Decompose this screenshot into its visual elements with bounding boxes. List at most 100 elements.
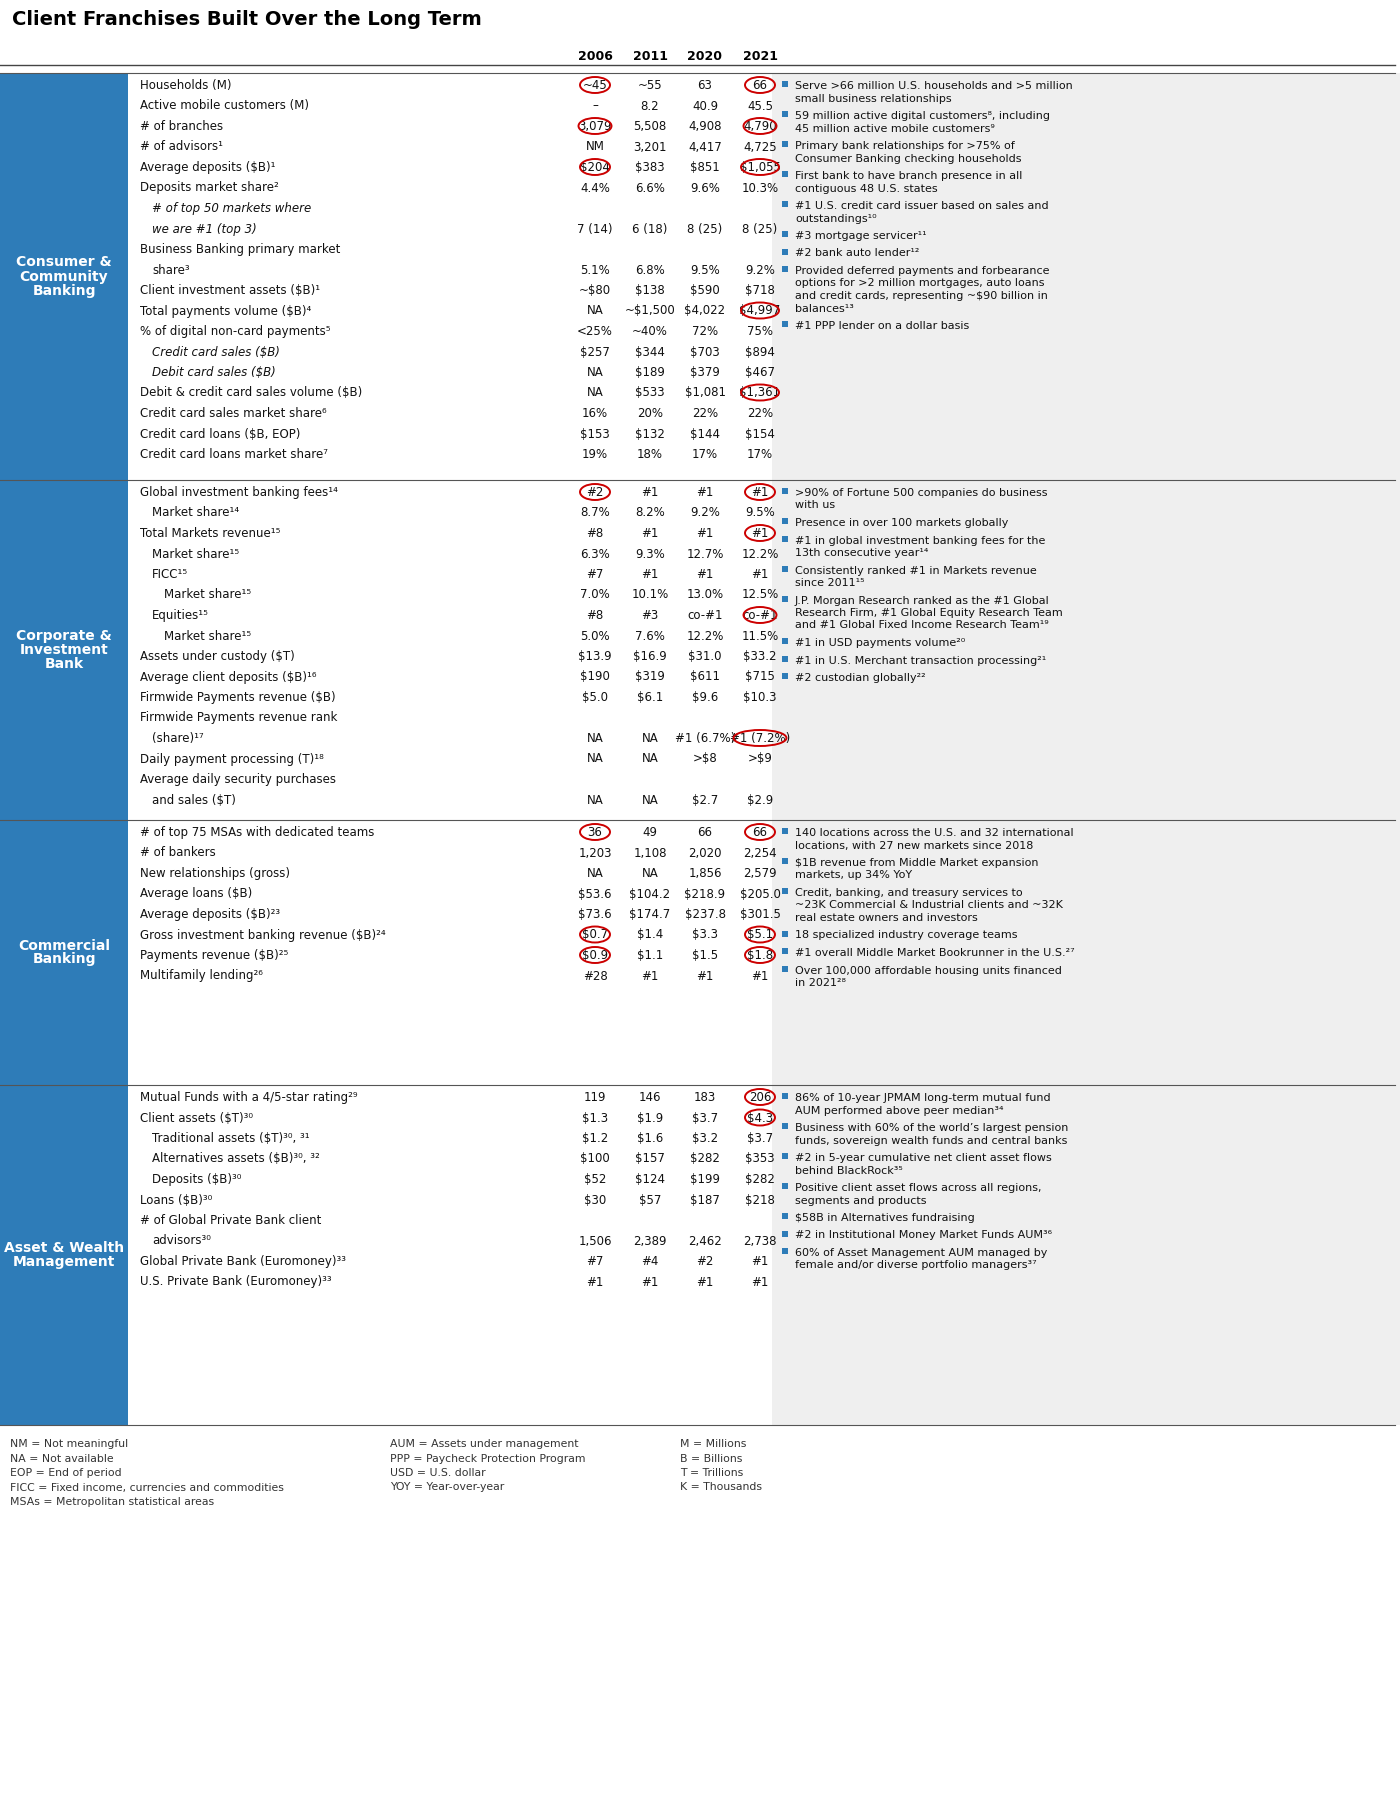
Bar — [783, 1230, 788, 1236]
Text: 2,579: 2,579 — [743, 866, 777, 881]
Text: #8: #8 — [587, 610, 603, 622]
Text: $319: $319 — [636, 670, 665, 684]
Bar — [783, 1249, 788, 1254]
Text: Assets under custody ($T): Assets under custody ($T) — [140, 650, 295, 662]
Text: 140 locations across the U.S. and 32 international: 140 locations across the U.S. and 32 int… — [795, 828, 1074, 837]
Text: 13.0%: 13.0% — [686, 588, 724, 601]
Text: NM: NM — [585, 140, 605, 153]
Text: $153: $153 — [580, 428, 610, 440]
Text: 18 specialized industry coverage teams: 18 specialized industry coverage teams — [795, 930, 1018, 941]
Text: ~55: ~55 — [637, 78, 662, 93]
Text: 5,508: 5,508 — [633, 120, 666, 133]
Text: Client assets ($T)³⁰: Client assets ($T)³⁰ — [140, 1112, 253, 1125]
Text: 11.5%: 11.5% — [742, 630, 778, 642]
Text: 8.7%: 8.7% — [580, 506, 610, 519]
Text: Total Markets revenue¹⁵: Total Markets revenue¹⁵ — [140, 528, 280, 541]
Text: $52: $52 — [584, 1174, 606, 1187]
Text: outstandings¹⁰: outstandings¹⁰ — [795, 213, 876, 224]
Text: Client Franchises Built Over the Long Term: Client Franchises Built Over the Long Te… — [13, 9, 482, 29]
Text: #1: #1 — [752, 970, 769, 983]
Text: $138: $138 — [636, 284, 665, 297]
Text: 3,079: 3,079 — [578, 120, 612, 133]
Text: $257: $257 — [580, 346, 610, 359]
Text: co-#1: co-#1 — [742, 610, 778, 622]
Text: >90% of Fortune 500 companies do business: >90% of Fortune 500 companies do busines… — [795, 488, 1047, 499]
Text: 17%: 17% — [748, 448, 773, 460]
Text: since 2011¹⁵: since 2011¹⁵ — [795, 579, 865, 588]
Text: Gross investment banking revenue ($B)²⁴: Gross investment banking revenue ($B)²⁴ — [140, 928, 385, 941]
Text: $383: $383 — [636, 160, 665, 175]
Text: Average daily security purchases: Average daily security purchases — [140, 774, 336, 786]
Text: Client investment assets ($B)¹: Client investment assets ($B)¹ — [140, 284, 321, 297]
Text: $190: $190 — [580, 670, 610, 684]
Text: $4.3: $4.3 — [748, 1112, 773, 1125]
Text: #1 overall Middle Market Bookrunner in the U.S.²⁷: #1 overall Middle Market Bookrunner in t… — [795, 948, 1075, 957]
Text: 40.9: 40.9 — [692, 100, 718, 113]
Text: $1.9: $1.9 — [637, 1112, 664, 1125]
Text: 119: 119 — [584, 1090, 606, 1105]
Text: Debit card sales ($B): Debit card sales ($B) — [153, 366, 276, 379]
Text: FICC = Fixed income, currencies and commodities: FICC = Fixed income, currencies and comm… — [10, 1483, 284, 1492]
Text: Payments revenue ($B)²⁵: Payments revenue ($B)²⁵ — [140, 948, 288, 963]
Text: $57: $57 — [638, 1194, 661, 1207]
Text: NA: NA — [641, 752, 658, 766]
Text: 8.2%: 8.2% — [636, 506, 665, 519]
Text: $1.3: $1.3 — [582, 1112, 608, 1125]
Text: $5.0: $5.0 — [582, 692, 608, 704]
Text: ~$1,500: ~$1,500 — [624, 304, 675, 317]
Text: M = Millions: M = Millions — [680, 1440, 746, 1449]
Text: Loans ($B)³⁰: Loans ($B)³⁰ — [140, 1194, 213, 1207]
Text: NA: NA — [587, 794, 603, 806]
Text: Average client deposits ($B)¹⁶: Average client deposits ($B)¹⁶ — [140, 670, 316, 684]
Text: 2,738: 2,738 — [743, 1234, 777, 1247]
Text: $851: $851 — [690, 160, 720, 175]
Text: NA: NA — [587, 386, 603, 400]
Text: 9.2%: 9.2% — [745, 264, 776, 277]
Text: 6.3%: 6.3% — [580, 548, 610, 561]
Text: #1: #1 — [752, 1256, 769, 1269]
Text: 10.1%: 10.1% — [631, 588, 669, 601]
Text: in 2021²⁸: in 2021²⁸ — [795, 977, 846, 988]
Text: 17%: 17% — [692, 448, 718, 460]
Text: # of top 50 markets where: # of top 50 markets where — [153, 202, 311, 215]
Text: Credit, banking, and treasury services to: Credit, banking, and treasury services t… — [795, 888, 1022, 897]
Text: 2,462: 2,462 — [689, 1234, 722, 1247]
Text: $13.9: $13.9 — [578, 650, 612, 662]
Text: #1: #1 — [587, 1276, 603, 1289]
Text: $73.6: $73.6 — [578, 908, 612, 921]
Text: 8.2: 8.2 — [641, 100, 659, 113]
Text: 5.0%: 5.0% — [580, 630, 610, 642]
Text: Average deposits ($B)¹: Average deposits ($B)¹ — [140, 160, 276, 175]
Text: $189: $189 — [636, 366, 665, 379]
Text: K = Thousands: K = Thousands — [680, 1483, 762, 1492]
Text: Firmwide Payments revenue ($B): Firmwide Payments revenue ($B) — [140, 692, 336, 704]
Text: New relationships (gross): New relationships (gross) — [140, 866, 290, 881]
Text: NA: NA — [587, 752, 603, 766]
Text: NA: NA — [587, 366, 603, 379]
Text: $174.7: $174.7 — [630, 908, 671, 921]
Bar — [783, 673, 788, 679]
Bar — [783, 140, 788, 147]
Text: 7.6%: 7.6% — [636, 630, 665, 642]
Text: Community: Community — [20, 269, 108, 284]
Text: markets, up 34% YoY: markets, up 34% YoY — [795, 870, 913, 881]
Text: $2.9: $2.9 — [746, 794, 773, 806]
Text: $533: $533 — [636, 386, 665, 400]
Text: 1,856: 1,856 — [689, 866, 722, 881]
Text: $1.4: $1.4 — [637, 928, 664, 941]
Text: $467: $467 — [745, 366, 776, 379]
Text: Research Firm, #1 Global Equity Research Team: Research Firm, #1 Global Equity Research… — [795, 608, 1063, 619]
Text: 4,790: 4,790 — [743, 120, 777, 133]
Text: #2 in Institutional Money Market Funds AUM³⁶: #2 in Institutional Money Market Funds A… — [795, 1230, 1051, 1241]
Text: $30: $30 — [584, 1194, 606, 1207]
Text: #1: #1 — [641, 528, 658, 541]
Text: NA: NA — [587, 866, 603, 881]
Text: $4,997: $4,997 — [739, 304, 781, 317]
Text: small business relationships: small business relationships — [795, 93, 952, 104]
Text: 19%: 19% — [582, 448, 608, 460]
Text: funds, sovereign wealth funds and central banks: funds, sovereign wealth funds and centra… — [795, 1136, 1067, 1145]
Text: Market share¹⁵: Market share¹⁵ — [153, 548, 239, 561]
Text: 4.4%: 4.4% — [580, 182, 610, 195]
Text: Debit & credit card sales volume ($B): Debit & credit card sales volume ($B) — [140, 386, 363, 400]
Text: #2: #2 — [696, 1256, 714, 1269]
